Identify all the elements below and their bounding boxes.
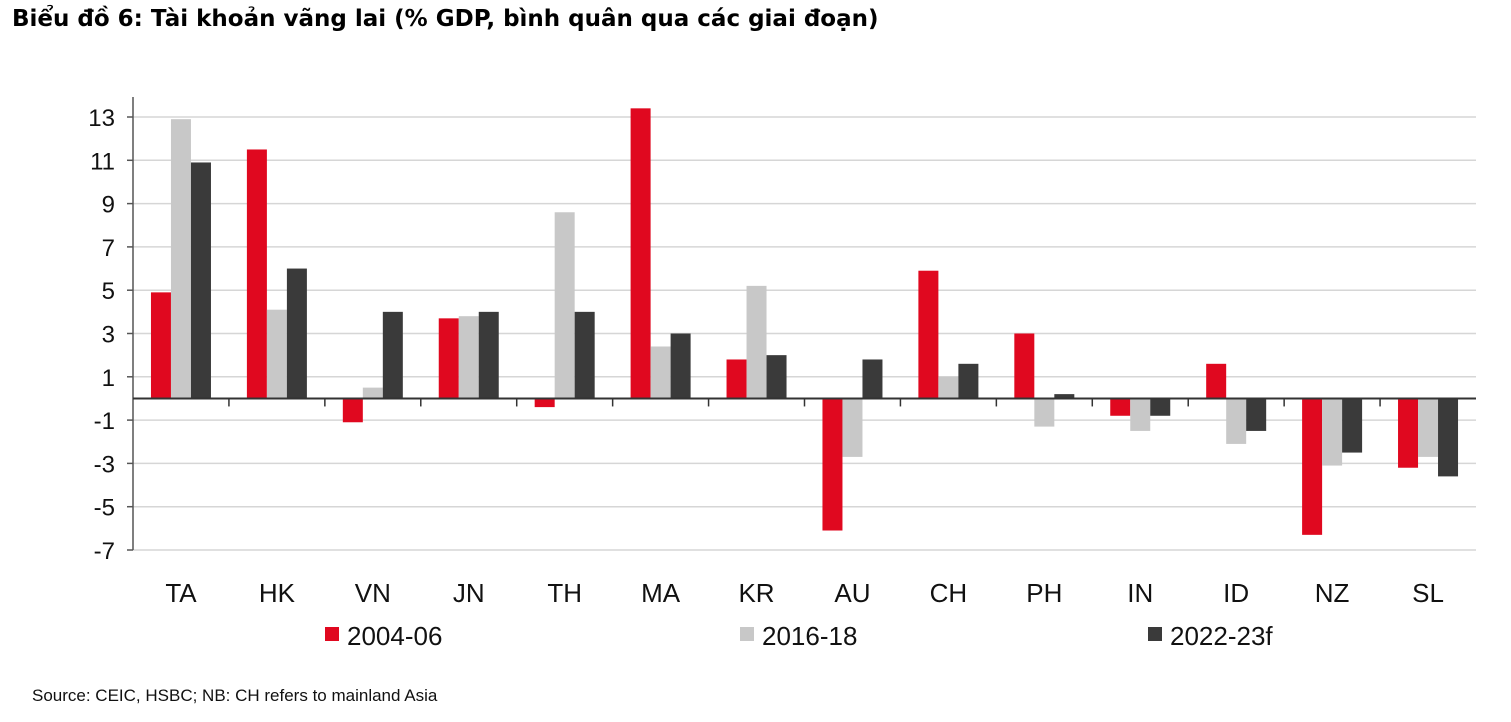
bar-kr-2022-23f	[766, 355, 787, 399]
bar-au-2022-23f	[862, 359, 883, 399]
bar-vn-2004-06	[342, 398, 363, 423]
x-category-label: TA	[165, 578, 197, 608]
legend-label: 2004-06	[347, 621, 442, 651]
x-category-label: IN	[1127, 578, 1153, 608]
bar-nz-2016-18	[1322, 398, 1343, 466]
y-tick-label: -5	[94, 495, 115, 522]
x-category-label: MA	[641, 578, 681, 608]
bar-ph-2022-23f	[1054, 394, 1075, 399]
bar-ma-2022-23f	[670, 333, 691, 399]
bar-kr-2016-18	[746, 285, 767, 399]
bar-ma-2016-18	[650, 346, 671, 399]
bar-ta-2022-23f	[190, 162, 211, 399]
bar-ta-2004-06	[150, 292, 171, 399]
x-category-label: HK	[259, 578, 296, 608]
bar-th-2004-06	[534, 398, 555, 408]
bar-ch-2004-06	[918, 270, 939, 399]
bar-kr-2004-06	[726, 359, 747, 399]
bar-chart: 13 11 9 7 5 3 1 -1 -3 -5 -7 TA HK VN JN TH MA KR AU CH PH IN…	[88, 97, 1476, 651]
x-axis-categories: TA HK VN JN TH MA KR AU CH PH IN ID NZ SL	[165, 578, 1444, 608]
y-tick-label: 9	[102, 192, 115, 219]
x-category-label: PH	[1026, 578, 1062, 608]
x-category-label: KR	[738, 578, 774, 608]
y-tick-label: 5	[102, 278, 115, 305]
y-tick-label: -3	[94, 451, 115, 478]
bar-th-2016-18	[554, 212, 575, 399]
legend-swatch	[1148, 627, 1162, 641]
bar-in-2004-06	[1110, 398, 1131, 416]
bar-vn-2022-23f	[382, 311, 403, 399]
axes	[132, 97, 1476, 550]
bar-ph-2004-06	[1014, 333, 1035, 399]
x-category-label: JN	[453, 578, 485, 608]
x-category-label: AU	[834, 578, 870, 608]
bars	[150, 108, 1459, 535]
bar-id-2022-23f	[1246, 398, 1267, 431]
bar-jn-2004-06	[438, 318, 459, 399]
y-tick-label: -7	[94, 538, 115, 565]
bar-ma-2004-06	[630, 108, 651, 399]
y-tick-label: 1	[102, 365, 115, 392]
bar-ch-2016-18	[938, 376, 959, 399]
bar-ph-2016-18	[1034, 398, 1055, 427]
legend-label: 2016-18	[762, 621, 857, 651]
y-tick-label: 13	[88, 105, 115, 132]
x-category-label: VN	[355, 578, 391, 608]
chart-title: Biểu đồ 6: Tài khoản vãng lai (% GDP, bì…	[12, 6, 879, 32]
bar-in-2016-18	[1130, 398, 1151, 431]
bar-ch-2022-23f	[958, 363, 979, 399]
x-category-label: SL	[1412, 578, 1444, 608]
bar-hk-2022-23f	[286, 268, 307, 399]
bar-th-2022-23f	[574, 311, 595, 399]
bar-jn-2022-23f	[478, 311, 499, 399]
bar-jn-2016-18	[458, 316, 479, 399]
bar-nz-2004-06	[1302, 398, 1323, 535]
y-tick-label: 11	[90, 148, 115, 175]
x-category-label: TH	[547, 578, 582, 608]
bar-au-2004-06	[822, 398, 843, 531]
source-note: Source: CEIC, HSBC; NB: CH refers to mai…	[32, 686, 438, 705]
bar-sl-2022-23f	[1438, 398, 1459, 477]
bar-sl-2004-06	[1398, 398, 1419, 468]
bar-sl-2016-18	[1418, 398, 1439, 457]
x-category-label: NZ	[1315, 578, 1350, 608]
y-tick-label: 7	[102, 235, 115, 262]
legend-swatch	[740, 627, 754, 641]
bar-id-2016-18	[1226, 398, 1247, 444]
legend-label: 2022-23f	[1170, 621, 1273, 651]
y-tick-label: 3	[102, 322, 115, 349]
bar-hk-2016-18	[266, 309, 287, 399]
bar-vn-2016-18	[362, 387, 383, 399]
x-category-label: ID	[1223, 578, 1249, 608]
y-axis-ticks: 13 11 9 7 5 3 1 -1 -3 -5 -7	[88, 105, 133, 565]
bar-hk-2004-06	[246, 149, 267, 399]
legend: 2004-06 2016-18 2022-23f	[325, 621, 1273, 651]
bar-nz-2022-23f	[1342, 398, 1363, 453]
legend-swatch	[325, 627, 339, 641]
bar-au-2016-18	[842, 398, 863, 457]
x-category-label: CH	[930, 578, 968, 608]
y-tick-label: -1	[94, 408, 115, 435]
gridlines	[133, 116, 1476, 551]
bar-in-2022-23f	[1150, 398, 1171, 416]
bar-ta-2016-18	[170, 119, 191, 399]
bar-id-2004-06	[1206, 363, 1227, 399]
